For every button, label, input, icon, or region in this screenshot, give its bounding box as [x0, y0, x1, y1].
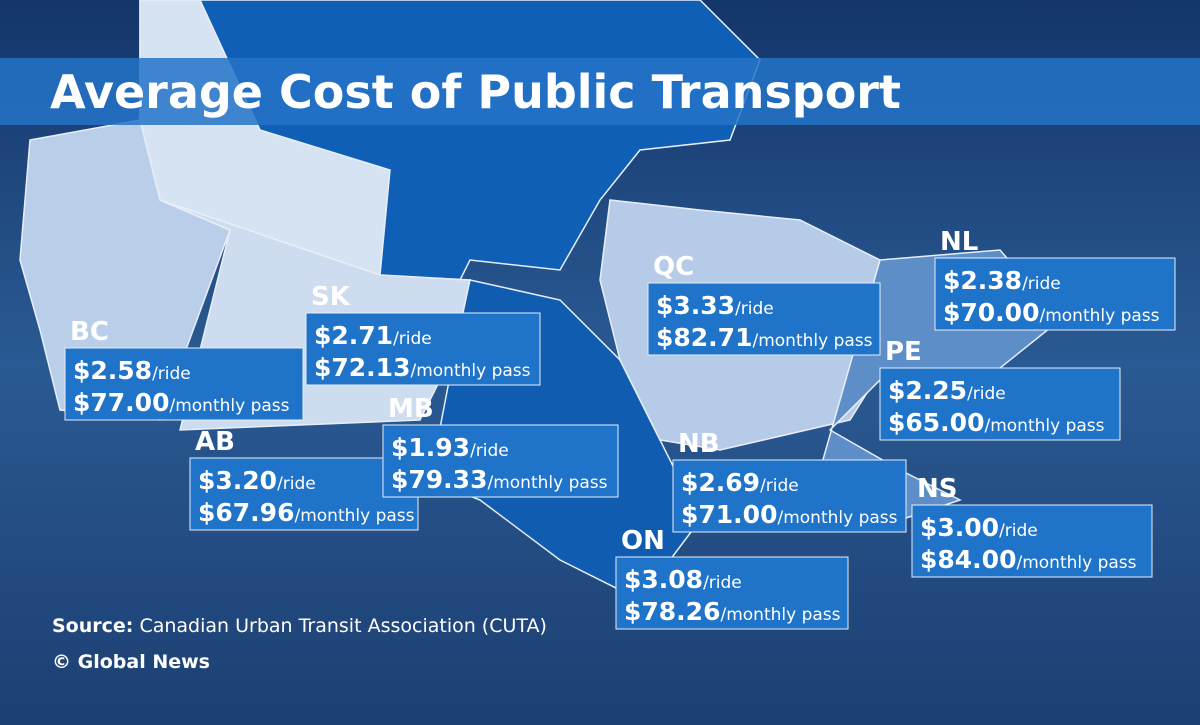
price-box — [672, 459, 907, 533]
monthly-line: $71.00/monthly pass — [681, 500, 898, 529]
ride-unit: /ride — [393, 329, 432, 349]
province-label: PE $2.25/ride $65.00/monthly pass — [879, 337, 1121, 441]
monthly-price: $79.33 — [391, 465, 487, 494]
province-label: MB $1.93/ride $79.33/monthly pass — [382, 394, 619, 498]
monthly-line: $72.13/monthly pass — [314, 353, 531, 382]
price-box — [64, 347, 304, 421]
monthly-unit: /monthly pass — [294, 506, 414, 526]
monthly-line: $65.00/monthly pass — [888, 408, 1105, 437]
monthly-unit: /monthly pass — [487, 473, 607, 493]
province-code: AB — [195, 427, 235, 457]
monthly-unit: /monthly pass — [777, 508, 897, 528]
ride-price: $2.58 — [73, 356, 152, 385]
ride-price: $3.08 — [624, 565, 703, 594]
ride-line: $3.00/ride — [920, 513, 1038, 542]
monthly-price: $65.00 — [888, 408, 984, 437]
province-code: NL — [940, 227, 978, 257]
ride-line: $2.69/ride — [681, 468, 799, 497]
price-box — [647, 282, 881, 356]
province-code: SK — [311, 282, 351, 312]
ride-unit: /ride — [152, 364, 191, 384]
monthly-unit: /monthly pass — [752, 331, 872, 351]
ride-price: $2.71 — [314, 321, 393, 350]
price-box — [189, 457, 419, 531]
ride-line: $3.33/ride — [656, 291, 774, 320]
ride-unit: /ride — [735, 299, 774, 319]
monthly-price: $78.26 — [624, 597, 720, 626]
province-label: ON $3.08/ride $78.26/monthly pass — [615, 526, 849, 630]
monthly-line: $78.26/monthly pass — [624, 597, 841, 626]
ride-line: $3.08/ride — [624, 565, 742, 594]
monthly-line: $82.71/monthly pass — [656, 323, 873, 352]
ride-unit: /ride — [760, 476, 799, 496]
monthly-unit: /monthly pass — [169, 396, 289, 416]
province-label: AB $3.20/ride $67.96/monthly pass — [189, 427, 419, 531]
ride-price: $2.38 — [943, 266, 1022, 295]
monthly-unit: /monthly pass — [720, 605, 840, 625]
credit: © Global News — [52, 651, 210, 673]
monthly-price: $71.00 — [681, 500, 777, 529]
province-label: NL $2.38/ride $70.00/monthly pass — [934, 227, 1176, 331]
province-code: NS — [917, 474, 958, 504]
province-code: ON — [621, 526, 665, 556]
monthly-price: $72.13 — [314, 353, 410, 382]
province-label: SK $2.71/ride $72.13/monthly pass — [305, 282, 541, 386]
price-box — [305, 312, 541, 386]
price-box — [879, 367, 1121, 441]
price-box — [615, 556, 849, 630]
ride-unit: /ride — [1022, 274, 1061, 294]
ride-line: $1.93/ride — [391, 433, 509, 462]
province-code: BC — [70, 317, 109, 347]
province-code: PE — [885, 337, 922, 367]
ride-unit: /ride — [703, 573, 742, 593]
monthly-line: $84.00/monthly pass — [920, 545, 1137, 574]
ride-line: $2.38/ride — [943, 266, 1061, 295]
monthly-unit: /monthly pass — [1016, 553, 1136, 573]
source-text: Canadian Urban Transit Association (CUTA… — [139, 615, 547, 637]
province-code: MB — [388, 394, 434, 424]
ride-price: $3.20 — [198, 466, 277, 495]
province-code: NB — [678, 429, 720, 459]
title-band — [0, 58, 1200, 125]
monthly-price: $82.71 — [656, 323, 752, 352]
monthly-line: $67.96/monthly pass — [198, 498, 415, 527]
ride-line: $2.71/ride — [314, 321, 432, 350]
price-box — [911, 504, 1153, 578]
monthly-line: $77.00/monthly pass — [73, 388, 290, 417]
source-label: Source: — [52, 615, 133, 637]
title: Average Cost of Public Transport — [50, 65, 901, 119]
ride-unit: /ride — [470, 441, 509, 461]
ride-price: $1.93 — [391, 433, 470, 462]
province-label: QC $3.33/ride $82.71/monthly pass — [647, 252, 881, 356]
ride-line: $2.25/ride — [888, 376, 1006, 405]
province-code: QC — [653, 252, 694, 282]
monthly-unit: /monthly pass — [410, 361, 530, 381]
ride-price: $2.69 — [681, 468, 760, 497]
monthly-unit: /monthly pass — [1039, 306, 1159, 326]
price-box — [934, 257, 1176, 331]
ride-unit: /ride — [967, 384, 1006, 404]
ride-line: $3.20/ride — [198, 466, 316, 495]
province-labels: BC $2.58/ride $77.00/monthly pass AB $3.20/r… — [64, 227, 1176, 630]
ride-unit: /ride — [999, 521, 1038, 541]
province-label: BC $2.58/ride $77.00/monthly pass — [64, 317, 304, 421]
monthly-line: $70.00/monthly pass — [943, 298, 1160, 327]
monthly-price: $84.00 — [920, 545, 1016, 574]
province-label: NS $3.00/ride $84.00/monthly pass — [911, 474, 1153, 578]
price-box — [382, 424, 619, 498]
monthly-price: $70.00 — [943, 298, 1039, 327]
ride-price: $2.25 — [888, 376, 967, 405]
source: Source: Canadian Urban Transit Associati… — [52, 615, 547, 637]
monthly-price: $77.00 — [73, 388, 169, 417]
monthly-unit: /monthly pass — [984, 416, 1104, 436]
ride-price: $3.33 — [656, 291, 735, 320]
ride-price: $3.00 — [920, 513, 999, 542]
monthly-line: $79.33/monthly pass — [391, 465, 608, 494]
monthly-price: $67.96 — [198, 498, 294, 527]
ride-unit: /ride — [277, 474, 316, 494]
ride-line: $2.58/ride — [73, 356, 191, 385]
province-label: NB $2.69/ride $71.00/monthly pass — [672, 429, 907, 533]
